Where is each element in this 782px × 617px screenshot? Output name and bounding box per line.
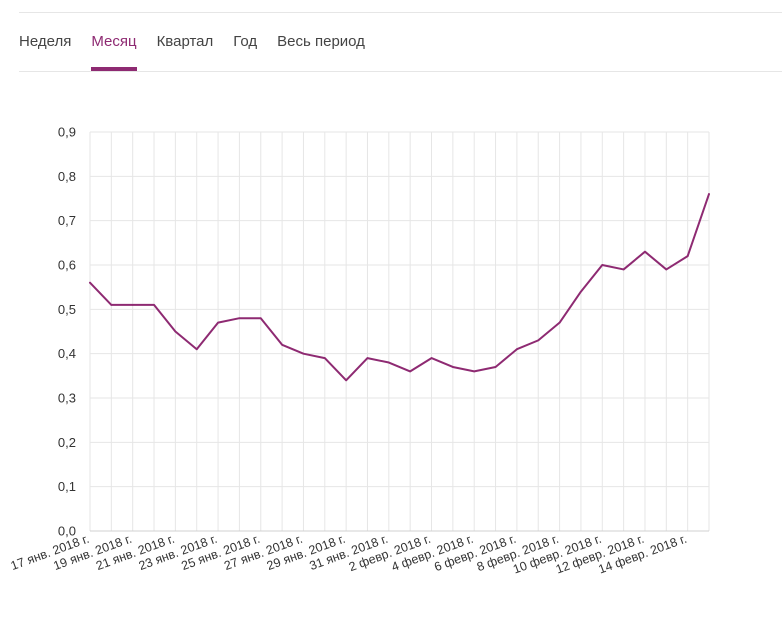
data-point — [238, 317, 241, 320]
y-tick-label: 0,1 — [58, 479, 76, 494]
data-point — [516, 348, 518, 351]
period-tabs: Неделя Месяц Квартал Год Весь период — [19, 22, 782, 72]
data-point — [345, 379, 347, 382]
data-point — [388, 361, 390, 364]
data-point — [366, 357, 369, 359]
y-tick-label: 0,3 — [58, 391, 76, 406]
data-point — [430, 357, 433, 359]
data-point — [153, 304, 155, 306]
top-divider — [19, 12, 782, 13]
data-point — [601, 264, 604, 266]
data-point — [665, 268, 668, 271]
data-point — [537, 339, 540, 342]
data-point — [174, 330, 177, 333]
data-point — [580, 290, 582, 293]
y-tick-label: 0,5 — [58, 302, 76, 317]
data-point — [195, 348, 198, 351]
data-point — [473, 370, 476, 373]
data-point — [259, 317, 262, 320]
data-point — [452, 366, 454, 368]
data-point — [281, 344, 283, 346]
data-point — [89, 281, 91, 284]
y-tick-label: 0,8 — [58, 169, 76, 184]
tab-all-time[interactable]: Весь период — [277, 33, 365, 50]
data-point — [131, 304, 134, 306]
tab-month[interactable]: Месяц — [91, 22, 137, 71]
data-point — [644, 250, 646, 253]
tab-year[interactable]: Год — [233, 33, 258, 50]
y-tick-label: 0,2 — [58, 435, 76, 450]
series-points — [89, 193, 710, 382]
x-axis: 17 янв. 2018 г.19 янв. 2018 г.21 янв. 20… — [9, 532, 689, 577]
tab-quarter[interactable]: Квартал — [156, 33, 214, 50]
tab-week[interactable]: Неделя — [19, 33, 72, 50]
y-axis: 0,0 0,1 0,2 0,3 0,4 0,5 0,6 0,7 0,8 0,9 — [58, 125, 76, 539]
y-tick-label: 0,9 — [58, 125, 76, 140]
data-point — [409, 370, 411, 373]
data-point — [708, 193, 710, 195]
data-point — [494, 366, 497, 368]
y-tick-label: 0,4 — [58, 346, 76, 361]
data-point — [686, 255, 689, 257]
data-point — [302, 352, 305, 355]
data-point — [110, 304, 113, 306]
data-point — [323, 357, 326, 359]
y-tick-label: 0,6 — [58, 258, 76, 273]
data-point — [622, 268, 625, 271]
chart-grid — [89, 131, 710, 532]
data-point — [217, 321, 219, 324]
series-line — [89, 193, 710, 382]
data-point — [558, 321, 561, 324]
y-tick-label: 0,7 — [58, 213, 76, 228]
y-tick-label: 0,0 — [58, 524, 76, 539]
